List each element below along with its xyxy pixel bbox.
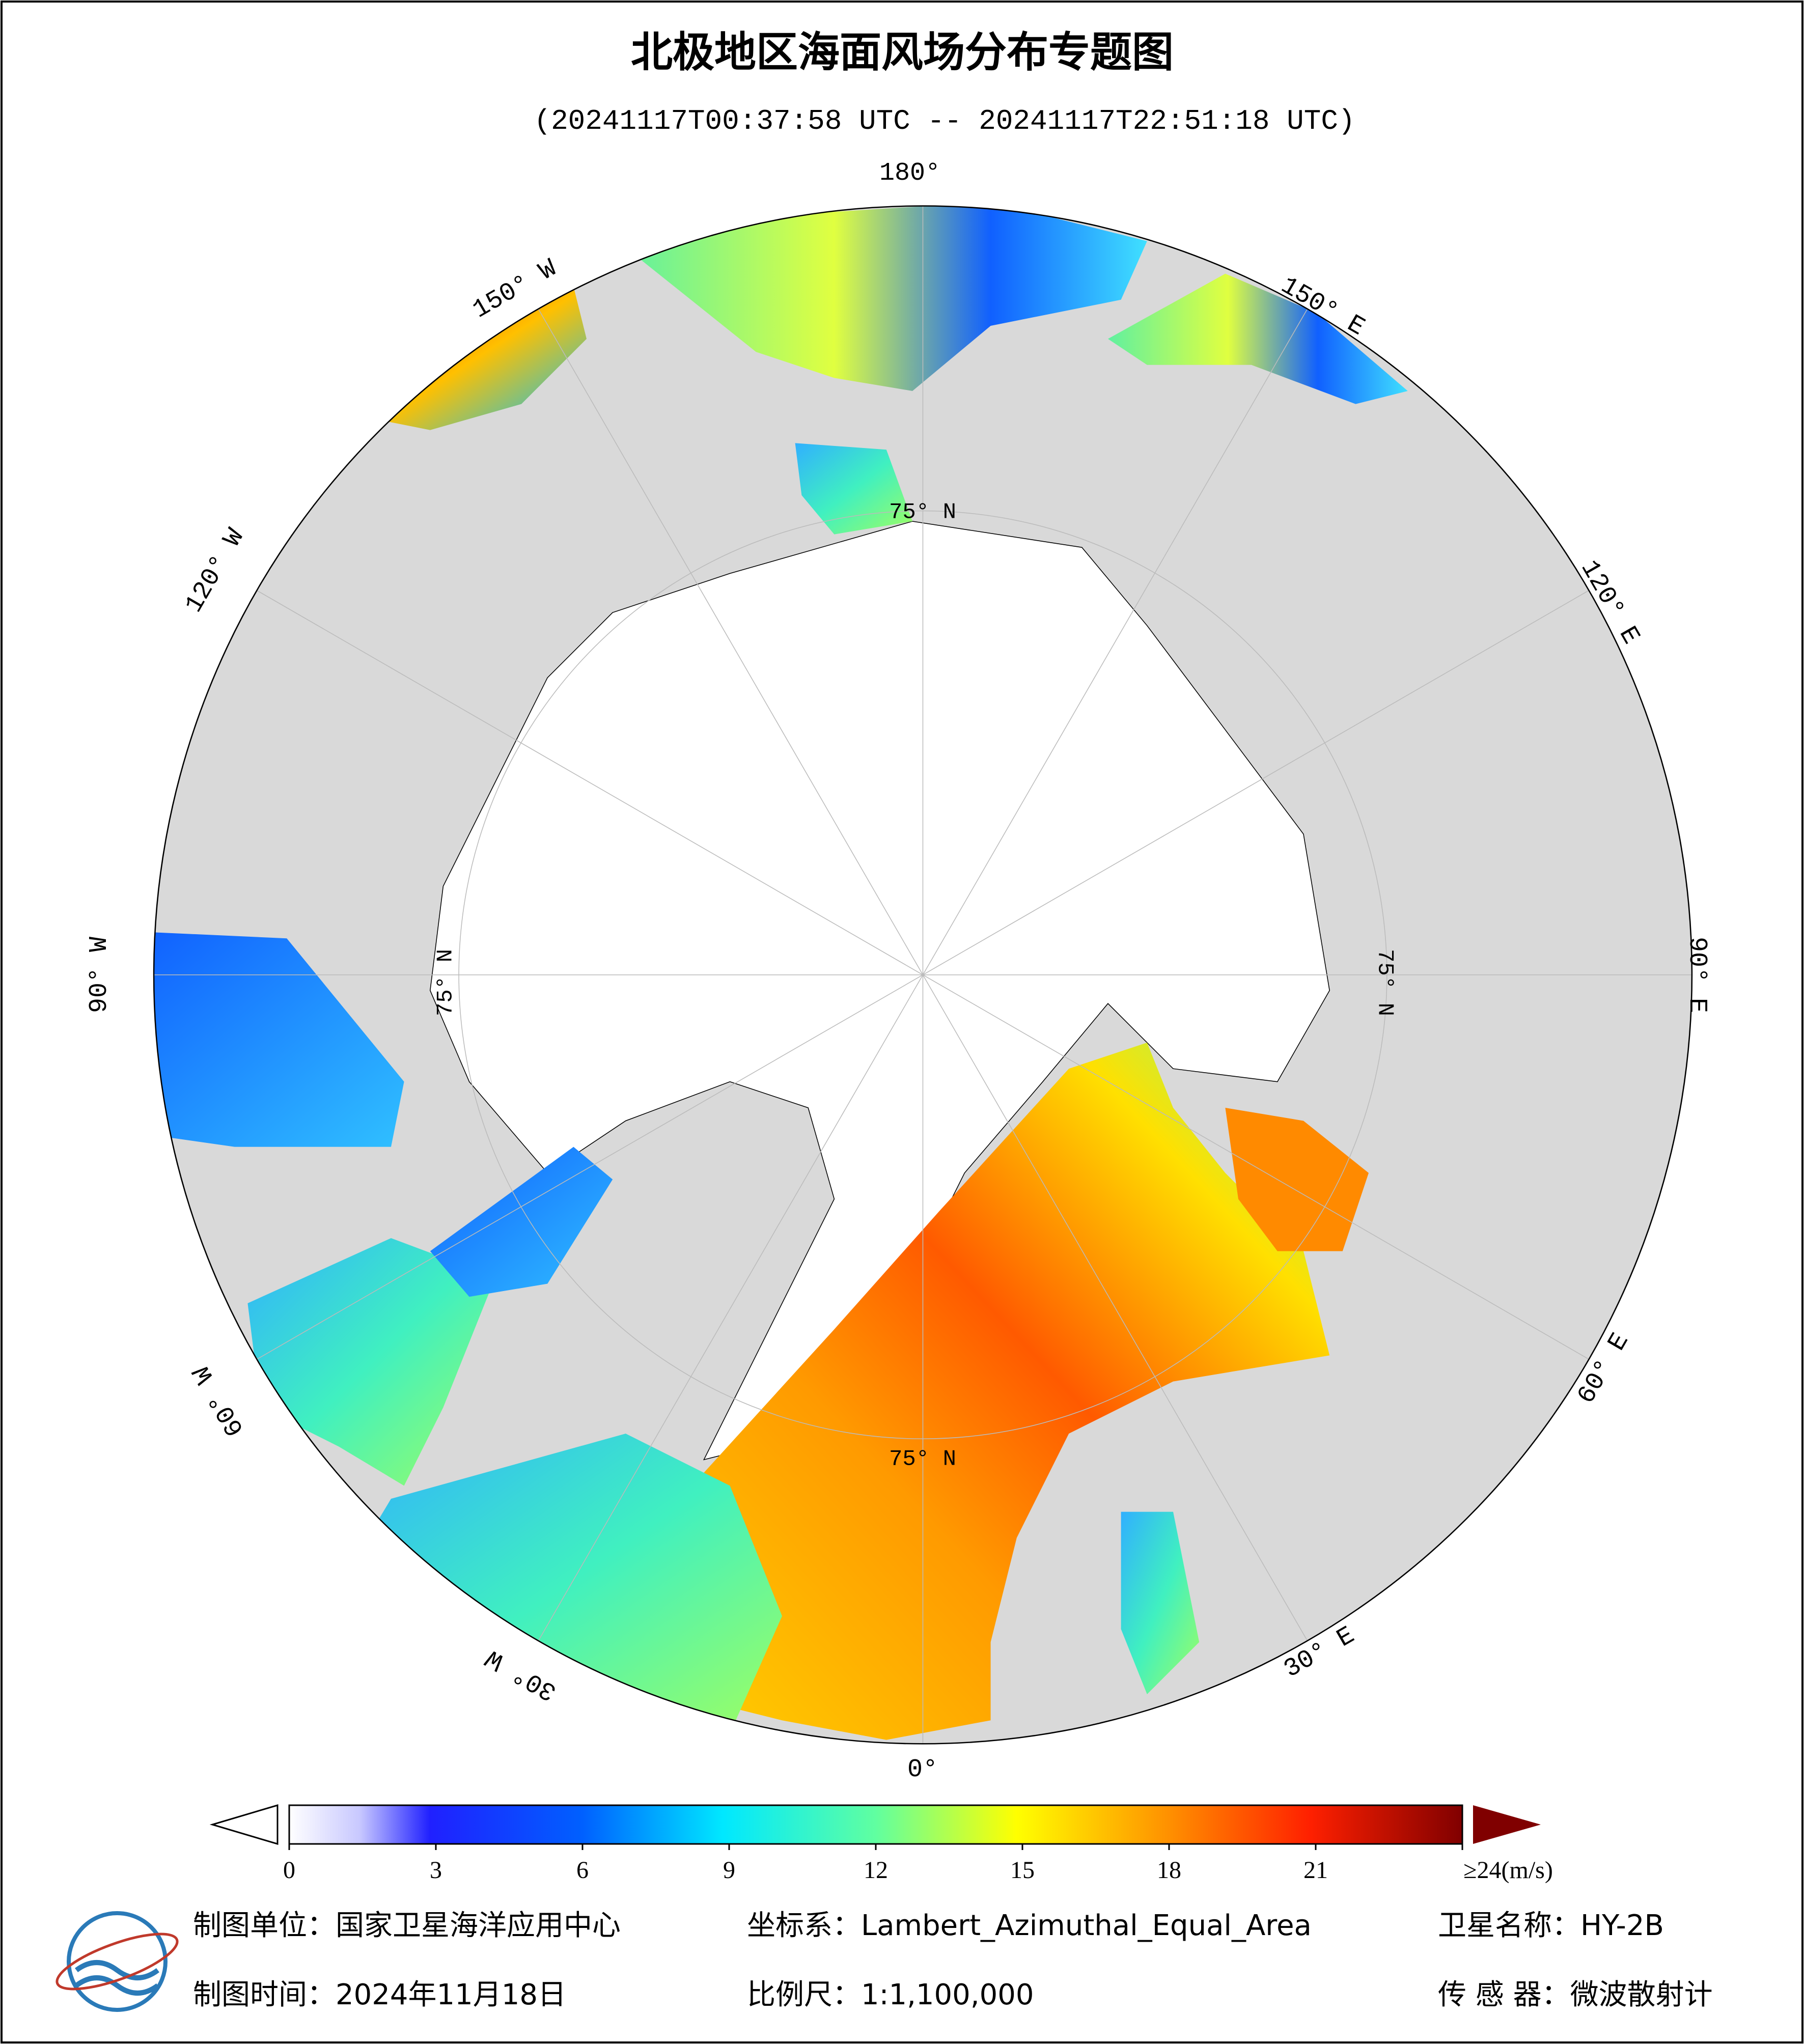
lat-label: 75° N — [889, 1447, 956, 1472]
lat-label: 75° N — [433, 949, 459, 1016]
wind-field — [247, 1238, 495, 1486]
latitude-labels: 75° N 75° N 75° N 75° N — [433, 500, 1398, 1472]
colorbar: 0 3 6 9 12 15 18 21 ≥24(m/s) — [209, 1804, 1553, 1884]
lon-label: 120° W — [180, 524, 251, 618]
lon-label: 60° W — [187, 1360, 251, 1441]
colorbar-tick-label: 12 — [864, 1857, 888, 1884]
lon-label: 180° — [879, 159, 940, 188]
footer-crs: 坐标系：Lambert_Azimuthal_Equal_Area — [747, 1909, 1312, 1942]
lat-label: 75° N — [889, 500, 956, 525]
wind-field — [154, 932, 404, 1147]
lon-label: 0° — [907, 1755, 938, 1784]
footer-scale: 比例尺：1:1,100,000 — [747, 1978, 1034, 2011]
colorbar-tick-label: 9 — [723, 1857, 735, 1884]
colorbar-tick-label: 3 — [430, 1857, 442, 1884]
colorbar-tick-label: 21 — [1303, 1857, 1328, 1884]
footer-unit: 制图单位：国家卫星海洋应用中心 — [193, 1909, 621, 1942]
colorbar-tick-label: 18 — [1157, 1857, 1181, 1884]
map-border — [153, 205, 1693, 1745]
wind-field — [625, 206, 1147, 391]
lon-label: 30° W — [481, 1643, 562, 1706]
colorbar-tick-label: ≥24(m/s) — [1463, 1857, 1553, 1884]
graticule — [154, 206, 1692, 1744]
colorbar-tick-label: 15 — [1010, 1857, 1035, 1884]
footer-sensor: 传 感 器：微波散射计 — [1438, 1978, 1713, 2011]
footer-satellite: 卫星名称：HY-2B — [1438, 1909, 1664, 1942]
lon-label: 90° E — [1682, 937, 1711, 1013]
title: 北极地区海面风场分布专题图 — [631, 28, 1174, 76]
subtitle: (20241117T00:37:58 UTC -- 20241117T22:51… — [534, 105, 1355, 137]
wind-field — [430, 1146, 613, 1297]
wind-field — [352, 1434, 782, 1733]
colorbar-under — [209, 1804, 279, 1845]
wind-field — [1225, 1108, 1369, 1251]
footer-date: 制图时间：2024年11月18日 — [193, 1978, 566, 2011]
wind-field — [678, 1043, 1330, 1740]
colorbar-over — [1473, 1805, 1541, 1844]
colorbar-bar — [288, 1804, 1463, 1845]
colorbar-tick-label: 0 — [283, 1857, 295, 1884]
wind-field — [1108, 273, 1408, 404]
colorbar-tick-label: 6 — [576, 1857, 589, 1884]
lat-label: 75° N — [1372, 949, 1397, 1016]
lon-label: 90° W — [85, 937, 114, 1013]
footer: 制图单位：国家卫星海洋应用中心 坐标系：Lambert_Azimuthal_Eq… — [55, 1909, 1713, 2012]
logo — [55, 1911, 179, 2012]
wind-field — [1121, 1511, 1200, 1694]
map — [153, 205, 1693, 1745]
wind-field — [795, 443, 912, 535]
